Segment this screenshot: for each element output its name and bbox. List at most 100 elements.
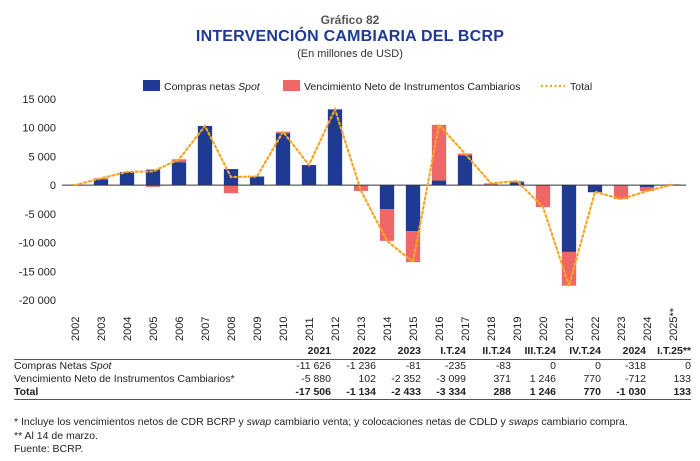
chart-title: INTERVENCIÓN CAMBIARIA DEL BCRP: [195, 28, 505, 45]
x-tick-label: 2006: [174, 317, 186, 341]
legend-swatch-compras: [143, 80, 160, 91]
x-tick-label: 2021: [564, 317, 576, 341]
table-cell: 1 246: [511, 386, 556, 400]
bar-vencimiento: [431, 124, 447, 181]
table-col-header: IV.T.24: [556, 343, 601, 360]
table-col-header: 2024: [601, 343, 646, 360]
table-cell: -2 433: [376, 386, 421, 400]
bar-vencimiento: [171, 159, 187, 163]
table-col-header: II.T.24: [466, 343, 511, 360]
legend-label-vencimiento: Vencimiento Neto de Instrumentos Cambiar…: [304, 81, 521, 93]
bar-vencimiento: [613, 185, 629, 200]
x-tick-label: 2014: [382, 317, 394, 341]
summary-table: 2021 2022 2023 I.T.24 II.T.24 III.T.24 I…: [14, 343, 691, 400]
y-tick-label: -15 000: [19, 266, 56, 278]
chart-supertitle: Gráfico 82: [320, 13, 380, 27]
table-cell: -2 352: [391, 373, 421, 385]
footnote-2: ** Al 14 de marzo.: [14, 429, 99, 442]
source-note: Fuente: BCRP.: [14, 443, 84, 455]
y-tick-label: -20 000: [19, 295, 56, 307]
table-cell: -1 030: [601, 386, 646, 400]
x-tick-label: 2002: [70, 317, 82, 341]
bar-compras: [145, 169, 161, 186]
x-tick-label: 2007: [200, 317, 212, 341]
x-tick-label: 2012: [330, 317, 342, 341]
bar-compras: [405, 185, 421, 232]
x-tick-label: 2023: [616, 317, 628, 341]
table-cell: -81: [405, 360, 421, 372]
x-tick-label: 2024: [642, 317, 654, 341]
table-col-header: 2022: [331, 343, 376, 360]
legend: Compras netas Spot Vencimiento Neto de I…: [143, 80, 592, 93]
total-series-line: [73, 106, 675, 290]
x-tick-label: 2005: [148, 317, 160, 341]
x-tick-label: 2020: [538, 317, 550, 341]
bars: [93, 109, 681, 286]
y-tick-label: 5 000: [28, 151, 56, 163]
legend-label-total: Total: [570, 81, 592, 93]
table-cell: -5 880: [301, 373, 331, 385]
bar-compras: [587, 185, 603, 193]
legend-label-compras: Compras netas Spot: [164, 81, 261, 93]
bar-vencimiento: [145, 185, 161, 187]
x-tick-label: 2022: [590, 317, 602, 341]
table-cell: -3 099: [436, 373, 466, 385]
table-cell: 770: [556, 386, 601, 400]
table-cell: -712: [624, 373, 646, 385]
table-col-header: 2021: [286, 343, 331, 360]
table-row-label: Total: [14, 386, 286, 400]
x-tick-label: 2015: [408, 317, 420, 341]
table-cell: 1 246: [529, 373, 556, 385]
x-tick-label: 2010: [278, 317, 290, 341]
bar-compras: [197, 125, 213, 186]
bar-vencimiento: [379, 209, 395, 241]
table-cell: 770: [583, 373, 601, 385]
x-tick-label: 2004: [122, 317, 134, 341]
table-col-header: 2023: [376, 343, 421, 360]
table-total-row: Total -17 506 -1 134 -2 433 -3 334 288 1…: [14, 386, 691, 400]
table-corner: [14, 343, 286, 360]
chart-subtitle: (En millones de USD): [297, 48, 403, 60]
table-cell: 102: [358, 373, 376, 385]
legend-swatch-vencimiento: [283, 80, 300, 91]
table-cell: -11 626: [296, 360, 331, 372]
table-col-header: I.T.25**: [646, 343, 691, 360]
chart-area: Compras netas Spot Vencimiento Neto de I…: [19, 80, 686, 341]
table-cell: 133: [646, 386, 691, 400]
bar-compras: [93, 179, 109, 186]
table-cell: 0: [550, 360, 556, 372]
table-col-header: I.T.24: [421, 343, 466, 360]
table-row: Vencimiento Neto de Instrumentos Cambiar…: [14, 373, 691, 386]
table-cell: -3 334: [421, 386, 466, 400]
table-row: Compras Netas Spot -11 626 -1 236 -81 -2…: [14, 360, 691, 374]
table-cell: -318: [624, 360, 646, 372]
y-tick-label: 15 000: [22, 94, 56, 106]
bar-compras: [561, 185, 577, 252]
footnote-1: * Incluye los vencimientos netos de CDR …: [14, 416, 628, 428]
bar-compras: [639, 185, 655, 187]
bar-compras: [301, 165, 317, 186]
y-tick-label: -10 000: [19, 238, 56, 250]
table-header-row: 2021 2022 2023 I.T.24 II.T.24 III.T.24 I…: [14, 343, 691, 360]
table-cell: 133: [673, 373, 691, 385]
x-tick-label: 2018: [486, 317, 498, 341]
x-tick-label: 2003: [96, 317, 108, 341]
y-tick-label: 10 000: [22, 123, 56, 135]
bar-compras: [509, 182, 525, 186]
table-cell: -1 236: [346, 360, 376, 372]
x-tick-label: 2025**: [668, 307, 680, 341]
bar-compras: [327, 109, 343, 186]
table-cell: -17 506: [286, 386, 331, 400]
bar-vencimiento: [535, 185, 551, 207]
table-cell: 288: [466, 386, 511, 400]
bar-vencimiento: [405, 231, 421, 263]
table-row-label: Vencimiento Neto de Instrumentos Cambiar…: [14, 373, 235, 385]
x-tick-label: 2017: [460, 317, 472, 341]
bar-compras: [171, 162, 187, 186]
x-tick-label: 2011: [304, 317, 316, 341]
table-col-header: III.T.24: [511, 343, 556, 360]
x-tick-label: 2013: [356, 317, 368, 341]
x-tick-label: 2019: [512, 317, 524, 341]
x-tick-label: 2016: [434, 317, 446, 341]
table-cell: -235: [444, 360, 466, 372]
